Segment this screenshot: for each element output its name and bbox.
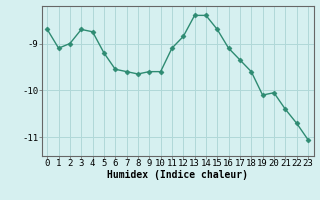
- X-axis label: Humidex (Indice chaleur): Humidex (Indice chaleur): [107, 170, 248, 180]
